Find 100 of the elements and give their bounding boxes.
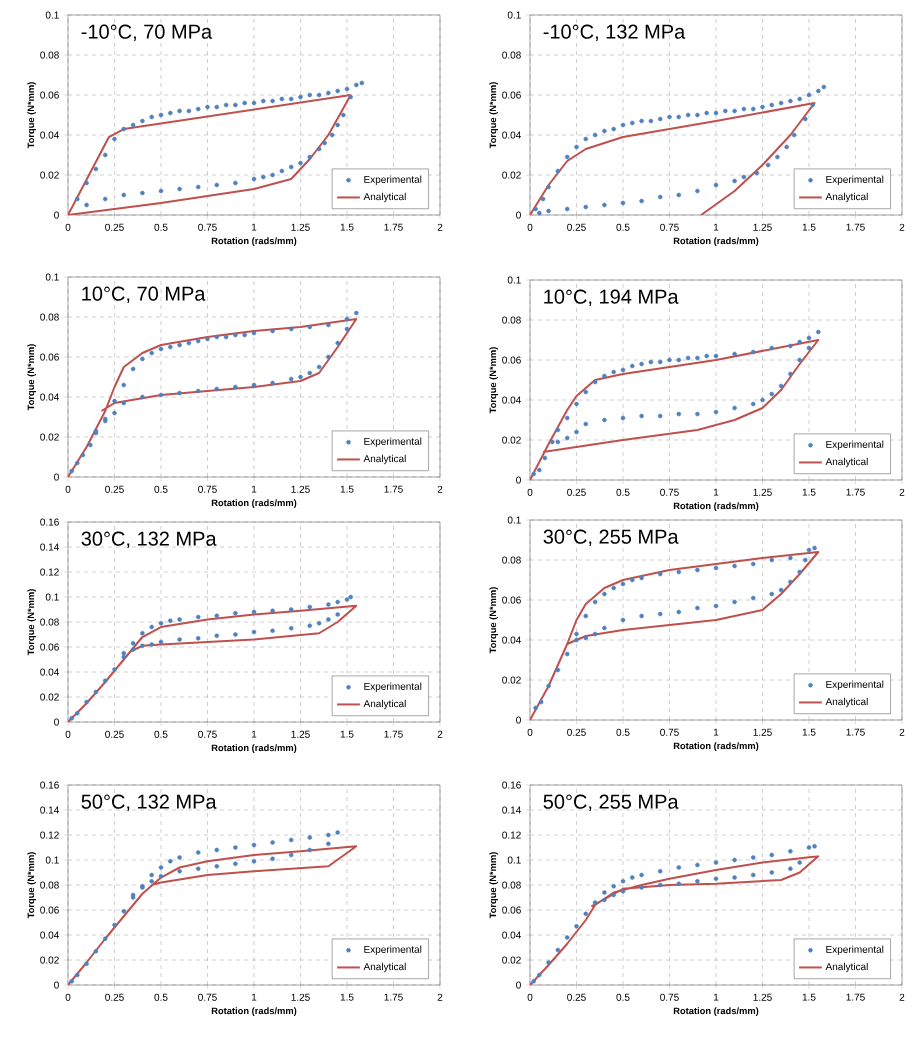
y-tick-label: 0.02 (502, 436, 521, 444)
x-tick-label: 1.5 (340, 993, 354, 1001)
x-tick-label: 2 (437, 730, 443, 738)
x-tick-label: 2 (899, 993, 905, 1001)
chart-title: -10°C, 132 MPa (543, 24, 686, 42)
x-tick-label: 1.75 (846, 728, 865, 736)
x-tick-label: 0.25 (105, 730, 124, 738)
x-axis-title: Rotation (rads/mm) (673, 1007, 759, 1016)
x-tick-label: 1.5 (340, 485, 354, 493)
y-tick-label: 0.16 (40, 518, 59, 526)
y-tick-label: 0.08 (40, 313, 59, 321)
x-tick-label: 1 (713, 223, 719, 231)
x-tick-label: 0 (65, 730, 71, 738)
y-tick-label: 0 (54, 981, 59, 989)
x-tick-label: 0.25 (567, 993, 586, 1001)
legend-label: Analytical (825, 962, 868, 973)
y-axis-title: Torque (N*mm) (489, 347, 499, 414)
legend-label: Analytical (363, 962, 406, 973)
y-axis-title: Torque (N*mm) (489, 852, 499, 919)
x-tick-label: 1.25 (753, 728, 772, 736)
y-tick-label: 0.1 (45, 593, 59, 601)
x-tick-label: 1 (251, 485, 257, 493)
legend-label: Experimental (364, 175, 422, 185)
x-tick-label: 0.25 (567, 223, 586, 231)
x-tick-label: 0.5 (154, 485, 168, 493)
x-tick-label: 0.75 (660, 728, 679, 736)
y-tick-label: 0.1 (507, 11, 521, 19)
y-tick-label: 0 (54, 473, 59, 481)
y-tick-label: 0.06 (40, 643, 59, 651)
y-tick-label: 0.04 (40, 131, 59, 139)
chart-title: 50°C, 255 MPa (543, 794, 679, 812)
x-tick-label: 1.25 (753, 488, 772, 496)
legend-label: Experimental (826, 945, 884, 955)
y-tick-label: 0.06 (502, 906, 521, 914)
y-tick-label: 0.1 (507, 276, 521, 284)
x-tick-label: 1.5 (802, 728, 816, 736)
x-tick-label: 0.25 (105, 485, 124, 493)
x-tick-label: 1.5 (802, 488, 816, 496)
x-tick-label: 1.25 (753, 223, 772, 231)
y-tick-label: 0.08 (40, 881, 59, 889)
x-tick-label: 1.75 (384, 485, 403, 493)
x-tick-label: 2 (437, 993, 443, 1001)
y-tick-label: 0.04 (40, 393, 59, 401)
y-tick-label: 0.06 (502, 91, 521, 99)
x-tick-label: 1.25 (291, 730, 310, 738)
x-axis-title: Rotation (rads/mm) (211, 499, 297, 508)
x-tick-label: 1.75 (384, 993, 403, 1001)
chart-title: 50°C, 132 MPa (81, 794, 217, 812)
x-tick-label: 1.75 (384, 223, 403, 231)
y-tick-label: 0.12 (40, 568, 59, 576)
y-axis-title: Torque (N*mm) (489, 587, 499, 654)
y-tick-label: 0.1 (45, 11, 59, 19)
y-tick-label: 0.02 (502, 676, 521, 684)
y-tick-label: 0.16 (40, 781, 59, 789)
x-tick-label: 1.5 (802, 993, 816, 1001)
legend-label: Analytical (363, 699, 406, 710)
x-tick-label: 0.5 (154, 993, 168, 1001)
x-tick-label: 0.75 (198, 993, 217, 1001)
x-tick-label: 1.75 (846, 993, 865, 1001)
legend-label: Analytical (825, 697, 868, 708)
y-tick-label: 0 (516, 716, 521, 724)
x-tick-label: 1 (713, 488, 719, 496)
x-tick-label: 1.5 (340, 223, 354, 231)
x-tick-label: 0.25 (105, 223, 124, 231)
x-axis-title: Rotation (rads/mm) (211, 744, 297, 753)
x-tick-label: 1 (251, 993, 257, 1001)
y-tick-label: 0.08 (502, 556, 521, 564)
legend-label: Experimental (826, 175, 884, 185)
x-axis-title: Rotation (rads/mm) (673, 502, 759, 511)
y-tick-label: 0 (516, 476, 521, 484)
y-tick-label: 0.08 (40, 51, 59, 59)
y-tick-label: 0.04 (40, 668, 59, 676)
y-tick-label: 0.04 (502, 131, 521, 139)
y-tick-label: 0.08 (502, 51, 521, 59)
y-axis-title: Torque (N*mm) (27, 852, 37, 919)
x-tick-label: 0.5 (616, 488, 630, 496)
x-tick-label: 0 (65, 485, 71, 493)
y-tick-label: 0.02 (40, 693, 59, 701)
y-tick-label: 0.04 (40, 931, 59, 939)
x-tick-label: 1 (713, 728, 719, 736)
y-tick-label: 0 (516, 211, 521, 219)
x-tick-label: 1.25 (291, 993, 310, 1001)
x-axis-title: Rotation (rads/mm) (673, 237, 759, 246)
x-tick-label: 0 (65, 993, 71, 1001)
y-tick-label: 0.14 (40, 806, 59, 814)
x-tick-label: 2 (899, 488, 905, 496)
x-tick-label: 2 (437, 223, 443, 231)
x-tick-label: 0 (527, 488, 533, 496)
legend-label: Experimental (826, 680, 884, 690)
y-tick-label: 0.1 (507, 856, 521, 864)
x-tick-label: 2 (437, 485, 443, 493)
x-tick-label: 1.75 (846, 223, 865, 231)
x-tick-label: 0.75 (198, 730, 217, 738)
x-axis-title: Rotation (rads/mm) (211, 237, 297, 246)
y-tick-label: 0.06 (40, 91, 59, 99)
x-tick-label: 0.5 (616, 728, 630, 736)
y-tick-label: 0.04 (502, 931, 521, 939)
y-axis-title: Torque (N*mm) (27, 344, 37, 411)
x-tick-label: 1.25 (291, 485, 310, 493)
legend-label: Experimental (364, 945, 422, 955)
